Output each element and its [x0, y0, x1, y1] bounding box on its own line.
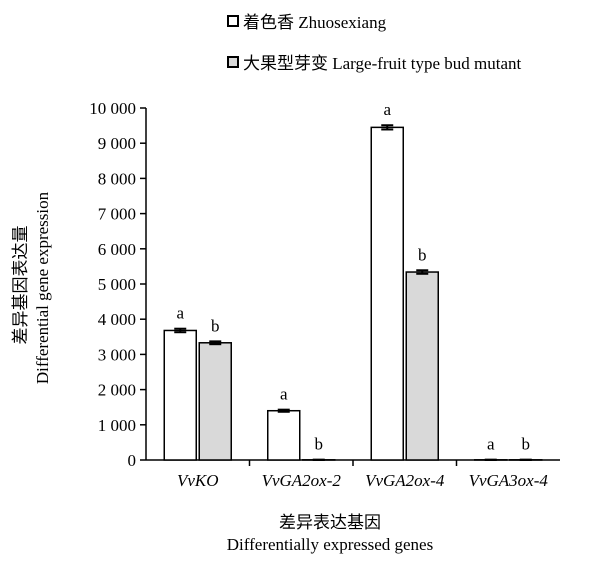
- y-tick-label: 2 000: [98, 381, 136, 400]
- y-tick-label: 6 000: [98, 240, 136, 259]
- significance-label: a: [383, 100, 391, 119]
- y-tick-label: 10 000: [89, 99, 136, 118]
- x-axis-title-zh: 差异表达基因: [279, 513, 381, 532]
- bar: [198, 342, 232, 461]
- significance-label: b: [418, 245, 427, 264]
- significance-label: a: [280, 385, 288, 404]
- significance-label: a: [176, 304, 184, 323]
- legend-swatch-gray: [227, 55, 239, 68]
- x-tick-label: VvKO: [177, 471, 219, 490]
- x-tick-label: VvGA2ox-4: [365, 471, 445, 490]
- bar: [163, 329, 197, 461]
- y-tick-label: 4 000: [98, 310, 136, 329]
- bar: [267, 409, 301, 461]
- significance-label: b: [522, 435, 531, 454]
- x-axis-title: 差异表达基因 Differentially expressed genes: [200, 512, 460, 556]
- y-tick-label: 5 000: [98, 275, 136, 294]
- y-axis-title-en: Differential gene expression: [33, 191, 52, 384]
- legend-label: 着色香 Zhuosexiang: [243, 13, 387, 32]
- y-axis-title-zh: 差异基因表达量: [11, 226, 30, 345]
- legend-item-bud-mutant: 大果型芽变 Large-fruit type bud mutant: [227, 49, 521, 74]
- bar: [370, 126, 404, 461]
- x-axis-title-en: Differentially expressed genes: [226, 535, 434, 554]
- y-tick-label: 9 000: [98, 134, 136, 153]
- significance-label: a: [487, 435, 495, 454]
- legend-label: 大果型芽变 Large-fruit type bud mutant: [243, 54, 522, 73]
- y-tick-label: 7 000: [98, 205, 136, 224]
- y-tick-label: 1 000: [98, 416, 136, 435]
- legend-swatch-white: [227, 14, 239, 27]
- bar: [405, 271, 439, 461]
- x-tick-label: VvGA3ox-4: [469, 471, 549, 490]
- y-tick-label: 8 000: [98, 169, 136, 188]
- significance-label: b: [211, 316, 220, 335]
- y-tick-label: 3 000: [98, 345, 136, 364]
- significance-label: b: [315, 435, 324, 454]
- y-tick-label: 0: [128, 451, 137, 470]
- x-tick-label: VvGA2ox-2: [262, 471, 342, 490]
- legend-item-zhuosexiang: 着色香 Zhuosexiang: [227, 8, 386, 33]
